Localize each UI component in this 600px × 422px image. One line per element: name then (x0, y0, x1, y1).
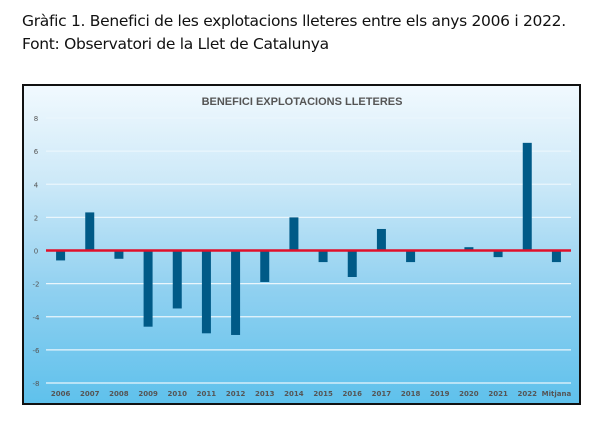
x-tick-label: 2006 (51, 390, 71, 398)
x-tick-label: 2020 (459, 390, 479, 398)
x-tick-label: 2012 (226, 390, 246, 398)
caption-line-2: Font: Observatori de la Llet de Cataluny… (22, 35, 329, 53)
y-tick-label: 6 (34, 148, 39, 156)
y-tick-label: -2 (33, 281, 40, 289)
bar-2015 (318, 250, 328, 263)
y-tick-label: -8 (33, 380, 40, 388)
bar-2018 (406, 250, 416, 263)
bar-2009 (143, 250, 153, 327)
x-tick-label: 2015 (313, 390, 333, 398)
bar-2022 (522, 142, 532, 251)
bar-2008 (114, 250, 124, 259)
y-tick-label: 2 (34, 214, 38, 222)
bar-chart: BENEFICI EXPLOTACIONS LLETERES 8 6 4 2 0 -2 -4… (33, 96, 572, 398)
y-tick-label: 4 (34, 181, 39, 189)
bar-2014 (289, 217, 299, 251)
x-tick-label: 2010 (168, 390, 188, 398)
x-tick-label: Mitjana (542, 390, 572, 398)
bar-2021 (493, 250, 503, 258)
y-tick-label: -6 (33, 347, 41, 355)
x-tick-label: 2019 (430, 390, 450, 398)
y-tick-label: 0 (34, 248, 38, 256)
x-tick-label: 2017 (372, 390, 392, 398)
bar-2020 (464, 247, 474, 251)
bar-2006 (56, 250, 66, 261)
bar-2011 (201, 250, 211, 334)
x-tick-label: 2014 (284, 390, 304, 398)
chart-title: BENEFICI EXPLOTACIONS LLETERES (202, 96, 403, 108)
x-tick-label: 2013 (255, 390, 275, 398)
y-tick-label: -4 (33, 314, 41, 322)
bar-2017 (376, 228, 386, 251)
chart-frame: BENEFICI EXPLOTACIONS LLETERES 8 6 4 2 0 -2 -4… (22, 84, 581, 405)
bar-2007 (85, 212, 95, 251)
x-tick-label: 2008 (109, 390, 129, 398)
x-tick-label: 2011 (197, 390, 217, 398)
y-tick-label: 8 (34, 115, 38, 123)
bar-2010 (172, 250, 182, 309)
bar-2013 (260, 250, 270, 282)
bar-Mitjana (551, 250, 561, 263)
x-tick-label: 2007 (80, 390, 100, 398)
x-tick-label: 2022 (518, 390, 538, 398)
bar-2012 (231, 250, 241, 335)
caption-line-1: Gràfic 1. Benefici de les explotacions l… (22, 12, 566, 30)
x-tick-label: 2009 (138, 390, 158, 398)
x-tick-label: 2021 (488, 390, 508, 398)
x-tick-label: 2018 (401, 390, 421, 398)
x-tick-label: 2016 (343, 390, 363, 398)
bar-2016 (347, 250, 357, 277)
